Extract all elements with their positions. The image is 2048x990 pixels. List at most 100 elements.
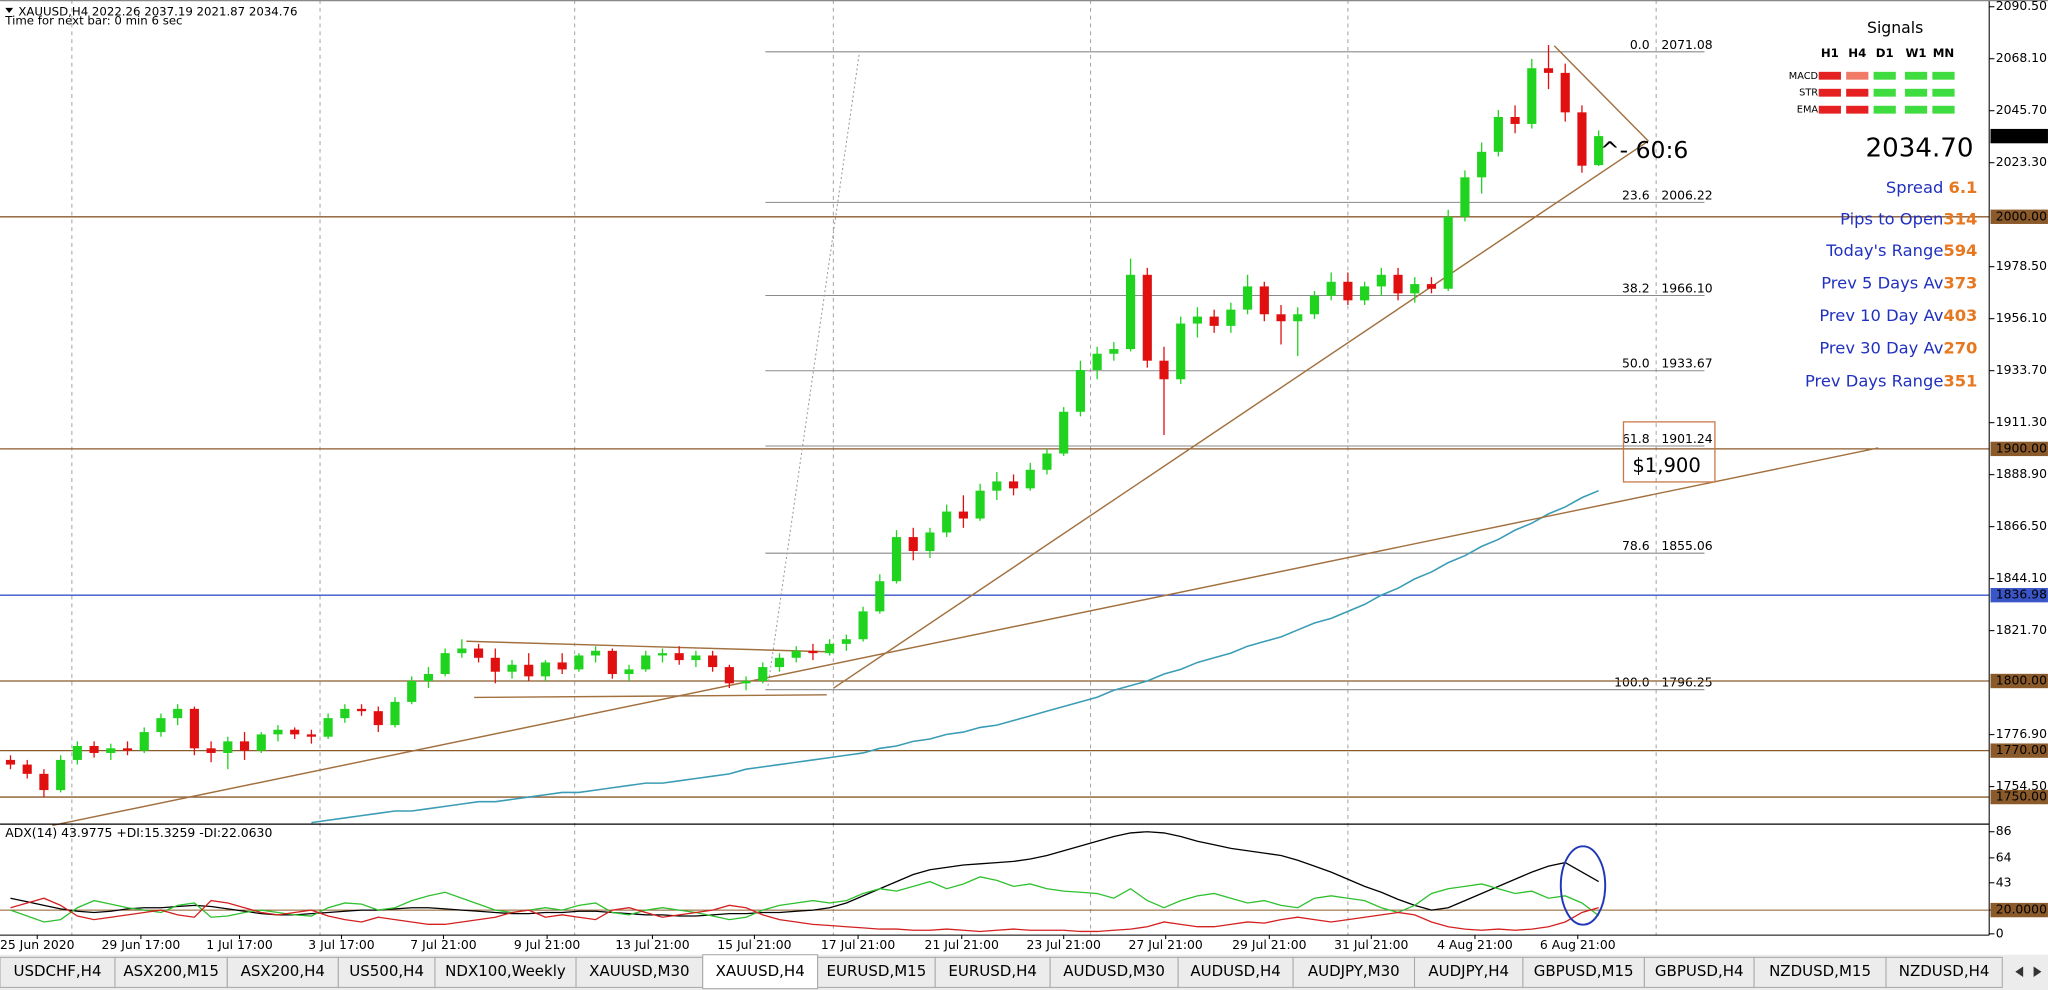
tab[interactable] [1177,956,1294,988]
fib-level: 23.6 [1622,187,1650,202]
candle-body [657,653,668,656]
candle-body [708,655,718,668]
stat: Pips to Open314 [1840,209,1977,228]
stat-value: 403 [1943,306,1977,325]
signal-cell [1904,105,1928,114]
fib-price: 1901.24 [1661,431,1712,446]
tab-label[interactable]: AUDJPY,H4 [1428,962,1509,980]
tab-label[interactable]: NDX100,Weekly [445,962,566,980]
box-annotation: $1,900 [1632,454,1701,477]
candle-body [1075,369,1085,412]
candle-body [1493,116,1503,152]
level-tag [1990,743,2048,758]
tab[interactable] [114,956,228,988]
x-tick-label: 13 Jul 21:00 [615,937,689,952]
signal-column: W1 [1905,46,1926,60]
signal-row-label: MACD [1789,71,1818,82]
candle-body [808,650,818,654]
candle-body [1560,72,1570,113]
tab[interactable] [1885,956,2003,988]
tab-label[interactable]: AUDJPY,M30 [1308,962,1400,980]
tab-label[interactable]: AUDUSD,H4 [1190,962,1280,980]
tab[interactable] [1522,956,1645,988]
y-tick-label: 1754.50 [1996,778,2047,793]
candle-body [1393,274,1403,294]
tab[interactable] [1049,956,1179,988]
level-tag [1990,789,2048,805]
signal-cell [1873,71,1896,80]
candle-body [791,650,801,658]
stat: Today's Range594 [1825,240,1977,259]
signal-cell [1846,105,1869,114]
stat: Prev 5 Days Av373 [1821,273,1977,292]
tab-label[interactable]: ASX200,H4 [241,962,325,980]
tab-label[interactable]: ASX200,M15 [123,962,219,980]
candle-body [774,657,785,668]
tab[interactable] [434,956,577,988]
stat-value: 6.1 [1949,178,1978,197]
candle-body [724,667,734,684]
signal-column: H1 [1821,46,1839,60]
candle-body [624,669,634,675]
tab-label[interactable]: GBPUSD,M15 [1534,962,1634,980]
fibonacci: 0.0 2071.08 23.6 2006.22 38.2 1966.10 50.0 1933… [765,37,1713,691]
candle-body [106,748,116,753]
stat-label: Spread [1886,178,1949,197]
candle-body [1543,68,1554,73]
x-tick-label: 21 Jul 21:00 [925,937,999,952]
y-tick-label: 64 [1996,849,2012,864]
tab[interactable] [934,956,1051,988]
candle-body [1594,136,1604,166]
vertical-grid [71,0,1657,936]
x-tick-label: 3 Jul 17:00 [308,937,375,952]
candle-body [825,643,835,654]
trendline [52,447,1879,827]
x-tick-label: 7 Jul 21:00 [410,937,477,952]
y-tick-label: 1933.70 [1996,362,2047,377]
signal-row-label: EMA [1797,105,1819,116]
trendline [832,140,1649,689]
candle-body [72,745,82,760]
stat-label: Prev Days Range [1805,371,1943,390]
level-tag [1990,587,2048,603]
scroll-left[interactable] [2015,966,2024,977]
signal-cell [1846,88,1869,97]
tab[interactable] [575,956,704,988]
candle-body [223,741,233,753]
tab[interactable] [1292,956,1416,988]
tab[interactable] [0,956,116,988]
stat-value: 314 [1943,209,1977,228]
fib-level: 61.8 [1622,431,1650,446]
candle-body [1376,274,1386,287]
tab[interactable] [702,954,819,990]
candle-body [1025,469,1035,489]
tab-label[interactable]: US500,H4 [349,962,424,980]
candle-body [1276,314,1286,322]
tab-label[interactable]: AUDUSD,M30 [1063,962,1165,980]
tab-label[interactable]: USDCHF,H4 [13,962,101,980]
price-display: 2034.70 [1866,133,1974,163]
candle-body [1109,349,1119,354]
signal-column: D1 [1876,46,1894,60]
candle-body [256,734,266,751]
candle-body [975,490,985,519]
tab[interactable] [1753,956,1887,988]
tab-label[interactable]: EURUSD,H4 [948,962,1037,980]
tab-label[interactable]: NZDUSD,H4 [1899,962,1990,980]
tab[interactable] [1413,956,1524,988]
y-tick-label: 1956.10 [1996,310,2047,325]
signal-cell [1818,88,1841,97]
tab-label[interactable]: EURUSD,M15 [827,962,927,980]
tab-label[interactable]: NZDUSD,M15 [1769,962,1871,980]
stat-value: 373 [1943,273,1977,292]
candle-body [942,511,952,533]
y-tick-label: 2023.30 [1996,154,2047,169]
tab-label[interactable]: GBPUSD,H4 [1655,962,1744,980]
candle-body [490,657,500,672]
symbol-line: XAUUSD,H4 2022.26 2037.19 2021.87 2034.7… [18,4,297,18]
tab-label[interactable]: XAUUSD,M30 [589,962,689,980]
stats: Spread 6.1 Pips to Open314 Today's Range59… [1805,178,1977,390]
scroll-right[interactable] [2033,966,2042,977]
tab-label[interactable]: XAUUSD,H4 [716,962,805,980]
candle-body [1309,295,1320,315]
